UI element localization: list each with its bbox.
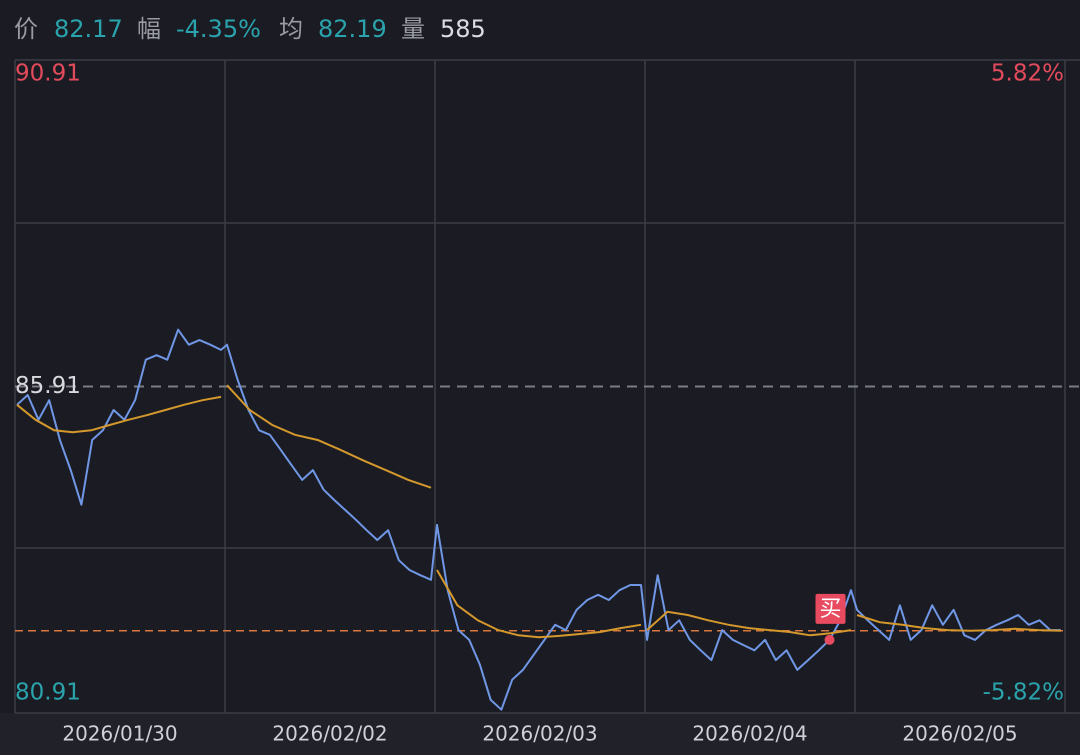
header: 价 82.17 幅 -4.35% 均 82.19 量 585	[14, 15, 486, 43]
x-tick-label: 2026/02/03	[482, 722, 597, 746]
x-tick-label: 2026/01/30	[62, 722, 177, 746]
buy-dot	[824, 634, 835, 645]
y-tick-label: 85.91	[15, 373, 81, 399]
buy-badge	[815, 593, 846, 624]
x-tick-label: 2026/02/04	[692, 722, 807, 746]
avg-series	[16, 395, 222, 434]
avg-label: 均	[279, 15, 303, 43]
buy-label: 买	[820, 597, 842, 622]
grid	[15, 222, 1065, 549]
avg-series	[436, 569, 642, 639]
y2-tick-label: -5.82%	[983, 680, 1064, 706]
x-tick-label: 2026/02/05	[902, 722, 1017, 746]
volume: 585	[440, 15, 486, 43]
y-tick-label: 90.91	[15, 61, 81, 87]
price: 82.17	[54, 15, 123, 43]
x-axis-band	[0, 713, 1080, 755]
price-series	[16, 328, 1061, 711]
avg-series	[226, 384, 432, 489]
avg-series	[646, 610, 852, 637]
x-tick-label: 2026/02/02	[272, 722, 387, 746]
change-label: 幅	[137, 15, 161, 43]
price-label: 价	[14, 15, 38, 43]
avg: 82.19	[318, 15, 387, 43]
volume-label: 量	[401, 15, 425, 43]
y-tick-label: 80.91	[15, 680, 81, 706]
change: -4.35%	[176, 15, 261, 43]
y2-tick-label: 5.82%	[991, 61, 1064, 87]
avg-series	[856, 614, 1062, 632]
